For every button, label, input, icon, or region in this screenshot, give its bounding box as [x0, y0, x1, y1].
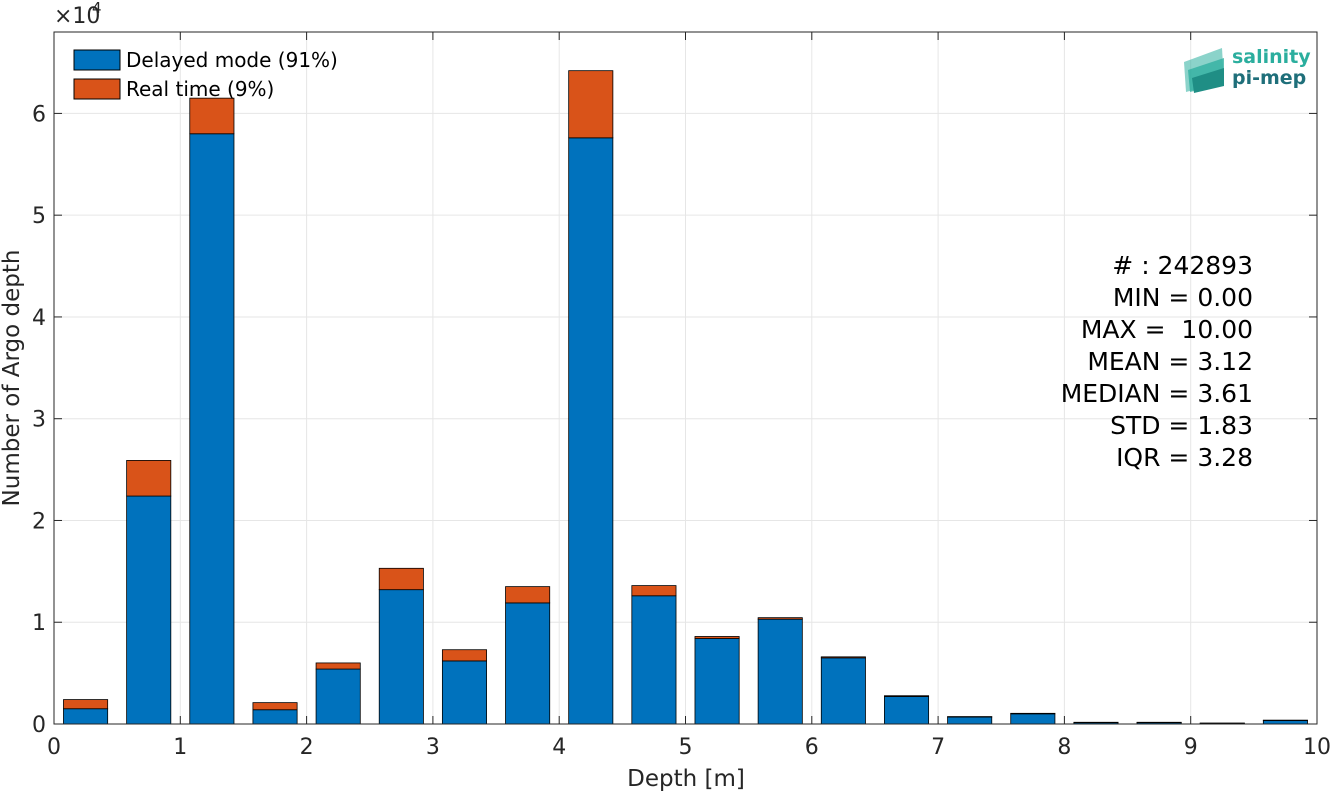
- y-tick-label: 2: [32, 509, 46, 534]
- x-tick-labels: 0 1 2 3 4 5 6 7 8 9 10: [47, 735, 1331, 760]
- bar-delayed-mode: [189, 133, 235, 725]
- wave-icon: [1184, 48, 1224, 93]
- bar-delayed-mode: [947, 716, 993, 725]
- bar-real-time: [694, 636, 740, 639]
- stat-iqr: IQR = 3.28: [1116, 443, 1253, 472]
- x-tick-label: 10: [1303, 735, 1331, 760]
- legend-label-realtime: Real time (9%): [126, 77, 274, 101]
- bar-delayed-mode: [1010, 713, 1056, 725]
- bar-real-time: [315, 662, 361, 670]
- legend-swatch-delayed: [73, 49, 121, 71]
- stat-count: # : 242893: [1112, 251, 1253, 280]
- x-tick-label: 1: [173, 735, 187, 760]
- legend: Delayed mode (91%) Real time (9%): [73, 48, 338, 101]
- bar-real-time: [631, 585, 677, 597]
- bar-real-time: [252, 702, 298, 711]
- x-tick-label: 7: [931, 735, 945, 760]
- stat-std: STD = 1.83: [1110, 411, 1253, 440]
- bar-delayed-mode: [884, 696, 930, 725]
- x-tick-label: 6: [805, 735, 819, 760]
- bar-delayed-mode: [757, 618, 803, 725]
- bar-delayed-mode: [63, 708, 109, 725]
- y-tick-label: 0: [32, 713, 46, 738]
- bar-delayed-mode: [631, 595, 677, 725]
- bar-real-time: [126, 460, 172, 497]
- bar-delayed-mode: [505, 602, 551, 725]
- stat-median: MEDIAN = 3.61: [1061, 379, 1253, 408]
- legend-swatch-realtime: [73, 78, 121, 100]
- bar-delayed-mode: [126, 495, 172, 725]
- y-tick-label: 4: [32, 306, 46, 331]
- bar-delayed-mode: [441, 660, 487, 725]
- y-tick-labels: 0 1 2 3 4 5 6: [32, 102, 46, 738]
- bar-real-time: [441, 649, 487, 662]
- legend-label-delayed: Delayed mode (91%): [126, 48, 338, 72]
- bar-real-time: [189, 97, 235, 135]
- x-tick-label: 4: [552, 735, 566, 760]
- x-tick-label: 9: [1184, 735, 1198, 760]
- bar-real-time: [568, 70, 614, 139]
- bar-delayed-mode: [315, 668, 361, 725]
- x-tick-label: 3: [426, 735, 440, 760]
- salinity-pi-mep-logo: salinity pi-mep: [1184, 46, 1311, 93]
- bar-real-time: [820, 656, 866, 659]
- bars-group: [63, 70, 1308, 725]
- bar-real-time: [1010, 712, 1056, 715]
- y-exponent-power: 4: [92, 0, 102, 17]
- bar-delayed-mode: [568, 137, 614, 725]
- stat-max: MAX = 10.00: [1081, 315, 1253, 344]
- x-tick-label: 5: [679, 735, 693, 760]
- logo-line-salinity: salinity: [1232, 46, 1311, 68]
- stat-mean: MEAN = 3.12: [1087, 347, 1253, 376]
- logo-line-pimep: pi-mep: [1232, 67, 1306, 89]
- bar-real-time: [884, 695, 930, 697]
- bar-real-time: [947, 716, 993, 718]
- bar-delayed-mode: [378, 589, 424, 725]
- y-tick-label: 1: [32, 611, 46, 636]
- bar-real-time: [505, 586, 551, 604]
- x-tick-label: 8: [1057, 735, 1071, 760]
- bar-delayed-mode: [694, 638, 740, 725]
- y-tick-label: 5: [32, 204, 46, 229]
- x-axis-label: Depth [m]: [627, 766, 745, 792]
- y-axis-label: Number of Argo depth: [0, 250, 25, 507]
- bar-real-time: [378, 567, 424, 591]
- bar-real-time: [757, 617, 803, 620]
- tick-marks: [53, 32, 1318, 725]
- bar-real-time: [1073, 721, 1119, 724]
- bar-real-time: [63, 699, 109, 710]
- bar-real-time: [1262, 719, 1308, 722]
- x-tick-label: 0: [47, 735, 61, 760]
- y-exponent-base: ×10: [54, 4, 100, 29]
- bar-real-time: [1136, 721, 1182, 724]
- y-tick-label: 3: [32, 408, 46, 433]
- x-tick-label: 2: [300, 735, 314, 760]
- statistics-box: # : 242893 MIN = 0.00 MAX = 10.00 MEAN =…: [1061, 251, 1253, 472]
- y-tick-label: 6: [32, 102, 46, 127]
- bar-delayed-mode: [252, 709, 298, 725]
- stat-min: MIN = 0.00: [1113, 283, 1253, 312]
- bar-delayed-mode: [820, 657, 866, 725]
